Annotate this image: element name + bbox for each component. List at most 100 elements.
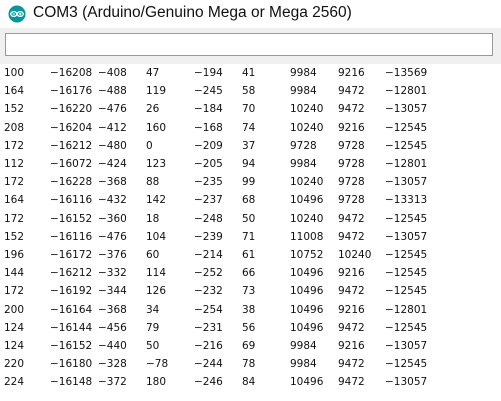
serial-value: 152: [4, 230, 25, 243]
send-input[interactable]: [5, 33, 493, 56]
window-title: COM3 (Arduino/Genuino Mega or Mega 2560): [33, 4, 352, 21]
serial-value: −239: [194, 230, 223, 243]
serial-value: 9216: [338, 303, 365, 316]
serial-value: 78: [242, 358, 256, 371]
serial-value: −16204: [50, 121, 93, 134]
serial-value: 9984: [290, 85, 317, 98]
serial-value: 94: [242, 158, 256, 170]
serial-value: −12545: [385, 249, 428, 261]
send-bar: [0, 28, 501, 64]
serial-value: 10496: [290, 376, 324, 389]
serial-value: 10240: [290, 176, 324, 189]
serial-value: −13057: [385, 176, 428, 189]
serial-value: 9472: [338, 321, 365, 334]
serial-value: −16212: [50, 139, 93, 152]
serial-value: −368: [98, 176, 127, 189]
serial-line: 164 −16176 −488 119 −245 58 9984 9472 −12801: [0, 82, 501, 100]
serial-value: 114: [146, 267, 167, 280]
serial-value: −12801: [385, 158, 428, 170]
serial-value: −16152: [50, 212, 93, 225]
serial-value: 200: [4, 303, 25, 316]
serial-value: −412: [98, 121, 127, 134]
serial-value: −16176: [50, 85, 93, 98]
serial-value: −13057: [385, 376, 428, 389]
serial-value: −408: [98, 67, 127, 79]
serial-line: 172 −16228 −368 88 −235 99 10240 9728 −13057: [0, 173, 501, 191]
title-bar[interactable]: COM3 (Arduino/Genuino Mega or Mega 2560): [0, 0, 501, 28]
serial-value: 208: [4, 121, 25, 134]
serial-value: 9728: [338, 139, 365, 152]
serial-value: −488: [98, 85, 127, 98]
serial-value: 100: [4, 67, 25, 79]
serial-value: −344: [98, 285, 127, 298]
serial-value: −12545: [385, 321, 428, 334]
serial-value: 224: [4, 376, 25, 389]
serial-line: 172 −16152 −360 18 −248 50 10240 9472 −12545: [0, 210, 501, 228]
serial-value: −12545: [385, 285, 428, 298]
serial-value: −368: [98, 303, 127, 316]
serial-line: 172 −16212 −480 0 −209 37 9728 9728 −12545: [0, 137, 501, 155]
serial-line: 124 −16152 −440 50 −216 69 9984 9216 −13057: [0, 337, 501, 355]
serial-value: 9984: [290, 67, 317, 79]
serial-value: 164: [4, 85, 25, 98]
serial-value: 9472: [338, 230, 365, 243]
serial-value: 152: [4, 103, 25, 116]
serial-value: −456: [98, 321, 127, 334]
serial-value: 88: [146, 176, 160, 189]
serial-value: 73: [242, 285, 256, 298]
serial-value: −12545: [385, 267, 428, 280]
serial-value: −13313: [385, 194, 428, 207]
serial-value: 9216: [338, 267, 365, 280]
serial-output-area[interactable]: 100 −16208 −408 47 −194 41 9984 9216 −13569 164 −1…: [0, 64, 501, 401]
serial-value: 9216: [338, 121, 365, 134]
serial-value: 56: [242, 321, 256, 334]
serial-value: 79: [146, 321, 160, 334]
serial-value: −16072: [50, 158, 93, 170]
serial-value: 37: [242, 139, 256, 152]
serial-value: 38: [242, 303, 256, 316]
serial-value: −16144: [50, 321, 93, 334]
serial-value: 172: [4, 139, 25, 152]
serial-value: −248: [194, 212, 223, 225]
serial-value: 71: [242, 230, 256, 243]
serial-value: −16152: [50, 340, 93, 352]
serial-line: 224 −16148 −372 180 −246 84 10496 9472 −13057: [0, 373, 501, 391]
serial-value: 10240: [290, 212, 324, 225]
serial-value: 9472: [338, 103, 365, 116]
arduino-icon: [8, 5, 26, 23]
serial-value: 18: [146, 212, 160, 225]
serial-value: −432: [98, 194, 127, 207]
serial-value: −16172: [50, 249, 93, 261]
serial-value: 126: [146, 285, 167, 298]
serial-value: 9216: [338, 67, 365, 79]
serial-value: −16116: [50, 194, 93, 207]
serial-value: 60: [146, 249, 160, 261]
serial-value: −214: [194, 249, 223, 261]
serial-value: 50: [242, 212, 256, 225]
serial-line: 196 −16172 −376 60 −214 61 10752 10240 −12545: [0, 246, 501, 264]
serial-value: −16220: [50, 103, 93, 116]
serial-value: 172: [4, 212, 25, 225]
serial-line: 208 −16204 −412 160 −168 74 10240 9216 −12545: [0, 119, 501, 137]
serial-value: 10496: [290, 267, 324, 280]
serial-value: −16116: [50, 230, 93, 243]
serial-value: 10240: [290, 121, 324, 134]
serial-value: −16164: [50, 303, 93, 316]
serial-value: −231: [194, 321, 223, 334]
serial-value: 10496: [290, 303, 324, 316]
serial-value: −440: [98, 340, 127, 352]
serial-value: 0: [146, 139, 153, 152]
serial-value: 160: [146, 121, 167, 134]
serial-value: 99: [242, 176, 256, 189]
serial-line: 200 −16164 −368 34 −254 38 10496 9216 −12801: [0, 301, 501, 319]
serial-value: 50: [146, 340, 160, 352]
serial-value: −13057: [385, 230, 428, 243]
serial-value: 9728: [290, 139, 317, 152]
serial-value: −476: [98, 103, 127, 116]
serial-value: 180: [146, 376, 167, 389]
serial-value: −245: [194, 85, 223, 98]
serial-value: 34: [146, 303, 160, 316]
serial-value: −13569: [385, 67, 428, 79]
serial-value: 123: [146, 158, 167, 170]
serial-value: 104: [146, 230, 167, 243]
